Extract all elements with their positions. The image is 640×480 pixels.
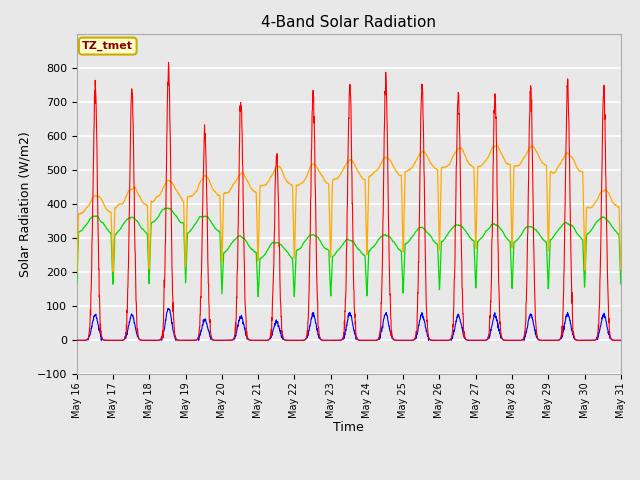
Y-axis label: Solar Radiation (W/m2): Solar Radiation (W/m2) [18, 131, 31, 277]
Title: 4-Band Solar Radiation: 4-Band Solar Radiation [261, 15, 436, 30]
X-axis label: Time: Time [333, 420, 364, 434]
Text: TZ_tmet: TZ_tmet [82, 41, 133, 51]
